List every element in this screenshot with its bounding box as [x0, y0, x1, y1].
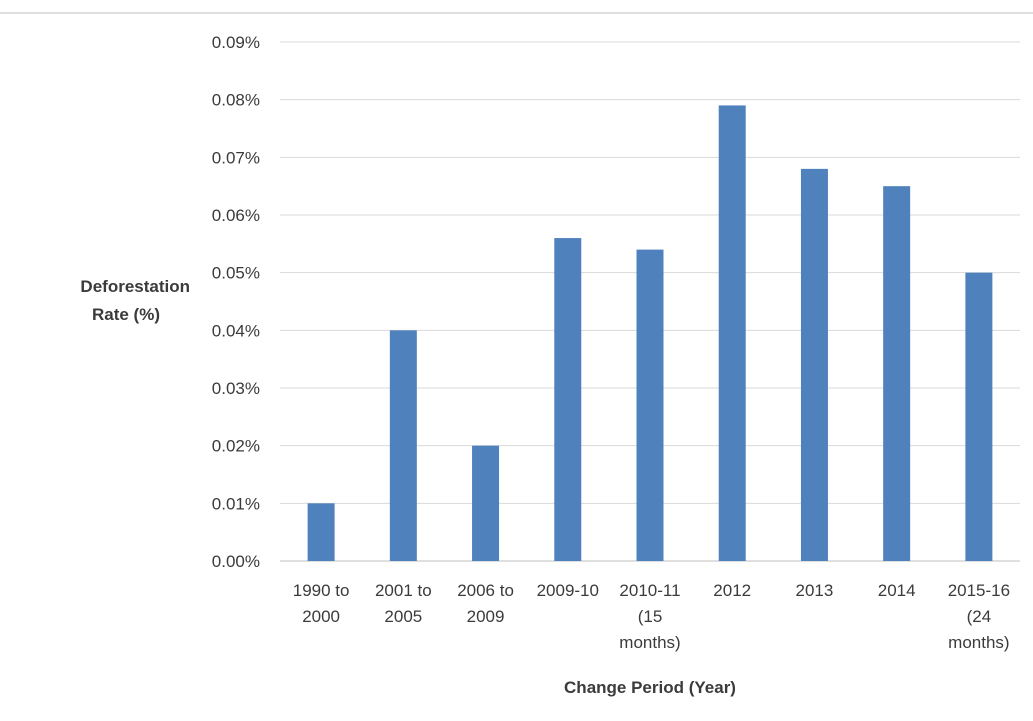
- y-tick-label: 0.00%: [212, 552, 260, 571]
- bar: [307, 503, 335, 561]
- bar: [800, 168, 828, 561]
- x-axis-tick-labels: 1990 to 2000 2001 to 2005 2006 to 2009 2009-10…: [293, 581, 1010, 652]
- y-tick-label: 0.09%: [212, 33, 260, 52]
- y-tick-label: 0.04%: [212, 321, 260, 340]
- x-axis-title: Change Period (Year): [564, 678, 736, 697]
- x-tick-label: 2010-11 (15 months): [619, 581, 680, 652]
- x-tick-label: 2015-16 (24 months): [948, 581, 1010, 652]
- x-tick-label: 2013: [796, 581, 834, 600]
- bar: [883, 186, 911, 561]
- bar: [472, 445, 500, 561]
- bar: [636, 249, 664, 561]
- y-axis-title-line-1: Deforestation: [80, 277, 190, 296]
- y-tick-label: 0.08%: [212, 91, 260, 110]
- x-tick-label: 2012: [713, 581, 751, 600]
- y-axis-tick-labels: 0.00% 0.01% 0.02% 0.03% 0.04% 0.05% 0.06% 0.07%…: [212, 33, 260, 571]
- y-tick-label: 0.02%: [212, 437, 260, 456]
- y-tick-label: 0.01%: [212, 494, 260, 513]
- x-tick-label: 2009-10: [537, 581, 599, 600]
- y-tick-label: 0.03%: [212, 379, 260, 398]
- y-tick-label: 0.06%: [212, 206, 260, 225]
- y-tick-label: 0.07%: [212, 148, 260, 167]
- x-tick-label: 1990 to 2000: [293, 581, 350, 626]
- bar: [389, 330, 417, 561]
- bar: [554, 238, 582, 562]
- bars: [307, 105, 993, 562]
- x-tick-label: 2006 to 2009: [457, 581, 514, 626]
- x-tick-label: 2001 to 2005: [375, 581, 432, 626]
- y-axis-title-line-2: Rate (%): [92, 305, 160, 324]
- x-tick-label: 2014: [878, 581, 916, 600]
- y-tick-label: 0.05%: [212, 264, 260, 283]
- bar: [965, 272, 993, 561]
- bar: [718, 105, 746, 561]
